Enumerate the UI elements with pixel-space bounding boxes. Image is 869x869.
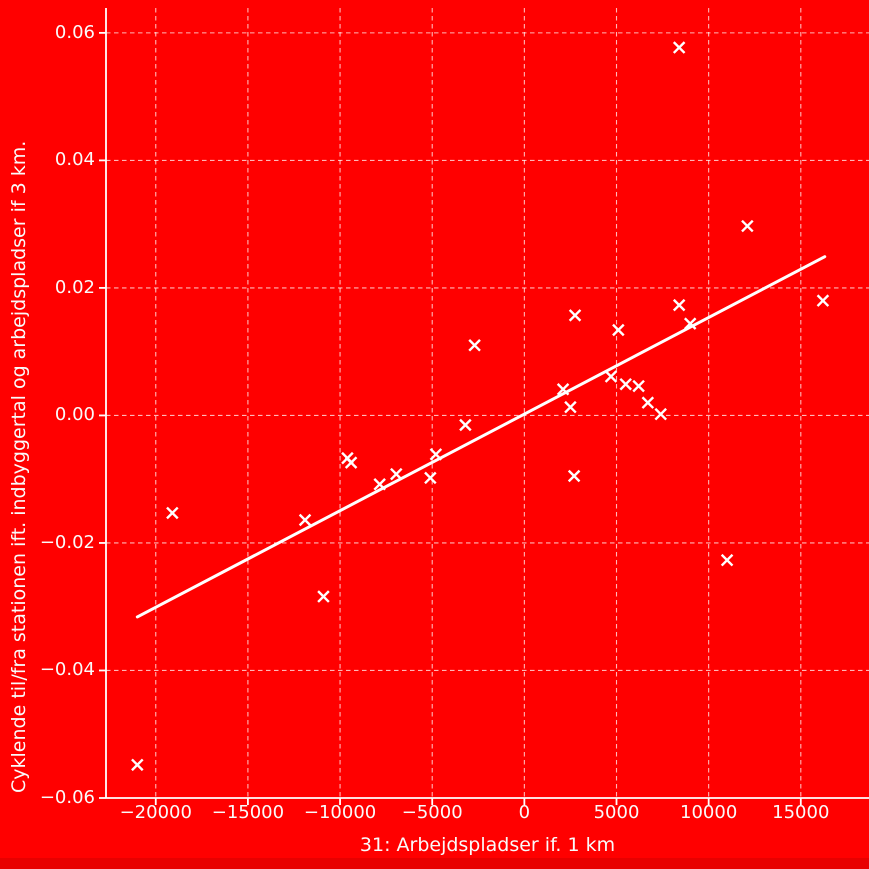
x-tick-label: 15000 [772, 802, 830, 823]
data-point-marker [556, 383, 570, 396]
data-point-marker [741, 219, 754, 233]
y-tick-label: 0.02 [54, 276, 95, 298]
x-tick-label: −10000 [303, 802, 377, 823]
data-point-marker [683, 317, 697, 330]
y-axis-label: Cyklende til/fra stationen ift. indbygge… [8, 140, 30, 793]
data-point-marker [373, 478, 386, 491]
y-tick-label: −0.04 [39, 659, 95, 681]
data-point-marker [612, 323, 625, 337]
x-tick-label: −20000 [119, 802, 192, 823]
data-point-marker [468, 339, 481, 352]
data-point-marker [816, 294, 830, 307]
data-point-marker [317, 590, 330, 603]
y-tick-label: 0.04 [54, 149, 95, 171]
window-bottom-strip [0, 858, 869, 869]
data-point-marker [619, 377, 632, 391]
trend-line [135, 255, 827, 619]
data-point-marker [641, 396, 655, 409]
y-tick-label: −0.02 [39, 531, 95, 553]
y-tick-label: 0.00 [54, 404, 95, 426]
data-point-marker [429, 448, 443, 461]
x-tick-label: 10000 [680, 802, 738, 823]
data-point-marker [564, 400, 577, 414]
data-point-marker [654, 407, 667, 421]
data-point-marker [567, 469, 581, 483]
data-point-marker [672, 41, 686, 54]
data-point-marker [632, 379, 645, 393]
x-tick-label: −15000 [211, 802, 285, 823]
data-point-marker [672, 298, 686, 312]
data-point-marker [131, 758, 144, 772]
data-point-marker [166, 506, 179, 520]
data-point-marker [298, 513, 312, 527]
y-tick-label: −0.06 [39, 787, 95, 808]
data-point-marker [720, 553, 734, 567]
data-point-marker [424, 471, 437, 485]
x-tick-label: 5000 [593, 802, 640, 823]
data-point-marker [459, 418, 472, 432]
y-tick-label: 0.06 [54, 21, 95, 43]
data-point-marker [568, 309, 582, 322]
data-point-marker [344, 456, 358, 469]
x-tick-label: −5000 [401, 802, 463, 823]
data-point-marker [604, 370, 618, 383]
x-tick-label: 0 [518, 802, 531, 823]
data-point-marker [390, 467, 403, 481]
x-axis-label: 31: Arbejdspladser if. 1 km [359, 834, 616, 856]
